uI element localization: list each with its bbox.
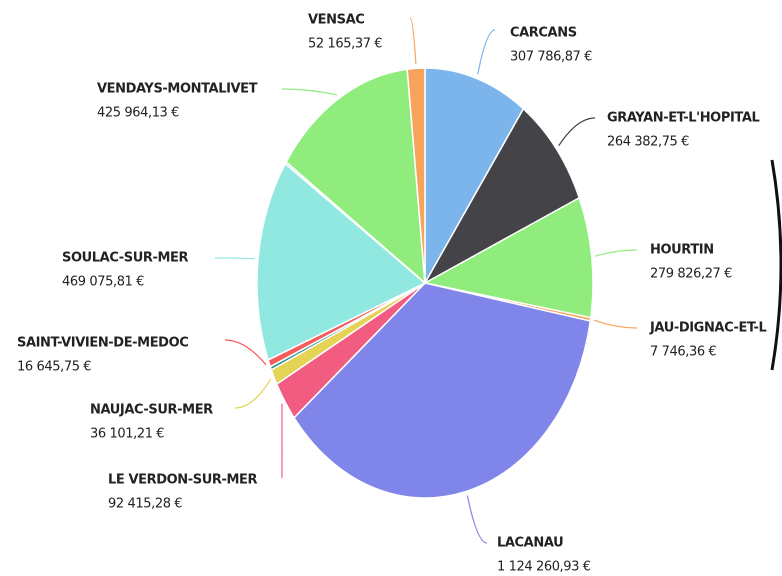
slice-value: 425 964,13 € bbox=[97, 106, 179, 121]
leader-line bbox=[214, 257, 255, 260]
slice-value: 264 382,75 € bbox=[607, 135, 689, 150]
pie-slice bbox=[422, 196, 594, 319]
slice-label: VENDAYS-MONTALIVET bbox=[97, 82, 258, 97]
leader-line bbox=[234, 378, 272, 409]
slice-label: GRAYAN-ET-L'HOPITAL bbox=[607, 111, 760, 126]
leader-line bbox=[558, 117, 596, 147]
slice-value: 1 124 260,93 € bbox=[497, 560, 591, 575]
slice-label: HOURTIN bbox=[650, 243, 714, 258]
pie-slice bbox=[285, 68, 426, 285]
slice-label: VENSAC bbox=[308, 13, 364, 28]
slice-value: 279 826,27 € bbox=[650, 267, 732, 282]
slice-value: 16 645,75 € bbox=[17, 360, 91, 375]
leader-line bbox=[593, 319, 638, 329]
pie-slice bbox=[293, 282, 592, 499]
slice-label: NAUJAC-SUR-MER bbox=[90, 403, 213, 418]
decoration bbox=[770, 159, 782, 371]
slice-value: 36 101,21 € bbox=[90, 427, 164, 442]
pie-slice bbox=[256, 162, 427, 361]
leader-line bbox=[224, 339, 267, 366]
slice-label: LACANAU bbox=[497, 536, 563, 551]
slice-value: 469 075,81 € bbox=[62, 275, 144, 290]
slice-value: 92 415,28 € bbox=[108, 497, 182, 512]
pie-slice bbox=[424, 67, 525, 286]
slice-label: CARCANS bbox=[510, 26, 577, 41]
slice-label: JAU-DIGNAC-ET-L bbox=[649, 321, 767, 336]
pie-slice bbox=[406, 67, 426, 284]
leader-line bbox=[409, 17, 417, 65]
slice-value: 307 786,87 € bbox=[510, 50, 592, 65]
leader-line bbox=[466, 495, 488, 544]
leader-line bbox=[594, 249, 638, 257]
leader-line bbox=[477, 29, 496, 75]
slice-label: SOULAC-SUR-MER bbox=[62, 251, 188, 266]
slice-label: LE VERDON-SUR-MER bbox=[108, 473, 258, 488]
leader-line bbox=[281, 88, 338, 96]
slice-value: 7 746,36 € bbox=[650, 345, 716, 360]
slice-value: 52 165,37 € bbox=[308, 37, 382, 52]
slice-label: SAINT-VIVIEN-DE-MEDOC bbox=[17, 336, 188, 351]
pie-slice bbox=[423, 107, 581, 285]
